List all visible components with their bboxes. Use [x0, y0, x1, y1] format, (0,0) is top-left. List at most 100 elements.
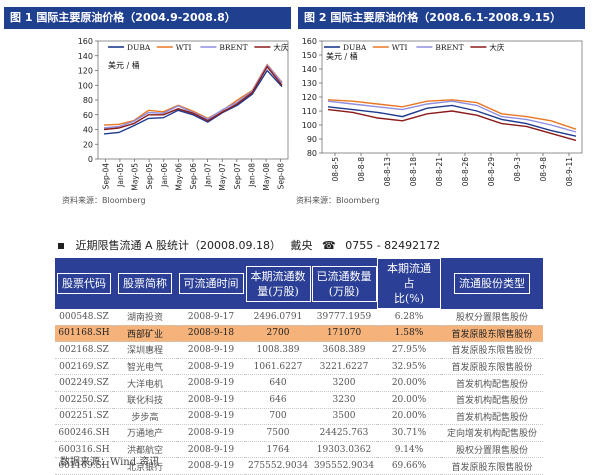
table-cell: 646	[245, 391, 311, 409]
table-cell: 171070	[311, 325, 377, 343]
table-cell: 9.14%	[377, 441, 441, 459]
y-tick-label: 20	[83, 140, 93, 149]
table-cell: 股权分置限售股份	[441, 441, 543, 459]
table-cell: 1008.389	[245, 341, 311, 359]
column-header-label: 股票代码	[57, 273, 111, 294]
column-header-label: 本期流通占 比(%)	[377, 258, 441, 309]
column-header: 股票代码	[55, 258, 113, 309]
table-cell: 智光电气	[113, 358, 177, 376]
column-header: 股票简称	[113, 258, 177, 309]
column-header-label: 已流通数量 (万股)	[311, 265, 377, 302]
restricted-shares-table: 股票代码 股票简称 可流通时间 本期流通数 量(万股) 已流通数量 (万股) 本期流通占 比(%…	[55, 258, 543, 475]
table-cell: 600246.SH	[55, 424, 113, 442]
table-cell: 20.00%	[377, 374, 441, 392]
table-cell: 2496.0791	[245, 309, 311, 326]
table-cell: 69.66%	[377, 457, 441, 475]
y-tick-label: 150	[302, 51, 317, 60]
x-tick-label: Jan-08	[247, 163, 256, 188]
y-tick-label: 90	[307, 135, 317, 144]
unit-label: 美元 / 桶	[326, 51, 358, 61]
table-cell: 1.58%	[377, 325, 441, 343]
table-cell: 002169.SZ	[55, 358, 113, 376]
table-cell: 首发机构配售股份	[441, 391, 543, 409]
legend-label: DUBA	[343, 43, 367, 52]
table-cell: 北京银行	[113, 457, 177, 475]
header-row: 股票代码 股票简称 可流通时间 本期流通数 量(万股) 已流通数量 (万股) 本期流通占 比(%…	[55, 258, 543, 309]
x-tick-label: Sep-07	[233, 163, 242, 190]
phone-number: 0755 - 82492172	[345, 239, 441, 252]
table-cell: 2008-9-19	[177, 457, 245, 475]
table-cell: 步步高	[113, 408, 177, 426]
y-tick-label: 160	[78, 37, 93, 46]
x-tick-label: May-05	[131, 163, 140, 191]
legend-label: WTI	[176, 43, 192, 52]
series-line-大庆	[327, 108, 577, 142]
y-tick-label: 140	[302, 65, 317, 74]
table-cell: 首发原股东限售股份	[441, 325, 543, 343]
x-tick-label: May-06	[174, 163, 183, 191]
analyst-name: 戴央	[290, 239, 313, 252]
legend-label: 大庆	[489, 42, 504, 52]
table-cell: 002249.SZ	[55, 374, 113, 392]
table-cell: 首发原股东限售股份	[441, 341, 543, 359]
y-tick-label: 0	[88, 155, 93, 164]
table-cell: 002251.SZ	[55, 408, 113, 426]
x-tick-label: Jan-06	[160, 163, 169, 188]
series-line-BRENT	[103, 64, 283, 129]
table-row: 002169.SZ 智光电气 2008-9-19 1061.6227 3221.6227…	[55, 358, 543, 376]
legend-label: WTI	[392, 43, 408, 52]
table-cell: 首发原股东限售股份	[441, 457, 543, 475]
table-cell: 大洋电机	[113, 374, 177, 392]
column-header: 已流通数量 (万股)	[311, 258, 377, 309]
legend-label: BRENT	[435, 43, 463, 52]
y-tick-label: 120	[302, 93, 317, 102]
table-cell: 万通地产	[113, 424, 177, 442]
table-row: 000548.SZ 湖南投资 2008-9-17 2496.0791 39777.195…	[55, 309, 543, 326]
legend-label: BRENT	[219, 43, 247, 52]
legend-label: 大庆	[273, 42, 288, 52]
table-header: 股票代码 股票简称 可流通时间 本期流通数 量(万股) 已流通数量 (万股) 本期流通占 比(%…	[55, 258, 543, 309]
table-row: 600316.SH 洪都航空 2008-9-19 1764 19303.0362 9.14…	[55, 441, 543, 459]
series-line-WTI	[327, 99, 577, 130]
data-source-footer: 数据来源：Wind 资讯	[60, 457, 160, 468]
table-row: 002168.SZ 深圳惠程 2008-9-19 1008.389 3608.389 27…	[55, 341, 543, 359]
table-cell: 湖南投资	[113, 309, 177, 326]
column-header: 本期流通占 比(%)	[377, 258, 441, 309]
y-tick-label: 100	[302, 121, 317, 130]
table-cell: 20.00%	[377, 408, 441, 426]
table-cell: 股权分置限售股份	[441, 309, 543, 326]
table-row: 600246.SH 万通地产 2008-9-19 7500 24425.763 30.71…	[55, 424, 543, 442]
table-cell: 3221.6227	[311, 358, 377, 376]
table-cell: 19303.0362	[311, 441, 377, 459]
table-cell: 2700	[245, 325, 311, 343]
table-cell: 首发机构配售股份	[441, 408, 543, 426]
table-cell: 3200	[311, 374, 377, 392]
table-cell: 3230	[311, 391, 377, 409]
table-cell: 30.71%	[377, 424, 441, 442]
column-header-label: 本期流通数 量(万股)	[245, 265, 311, 302]
bullet-square-icon	[58, 243, 64, 249]
plot-area	[321, 40, 583, 154]
table-cell: 洪都航空	[113, 441, 177, 459]
table-cell: 3500	[311, 408, 377, 426]
table-cell: 2008-9-17	[177, 309, 245, 326]
table-cell: 700	[245, 408, 311, 426]
table-cell: 2008-9-19	[177, 424, 245, 442]
chart-panel-2: 图 2 国际主要原油价格（2008.6.1-2008.9.15） 80 90 100…	[298, 7, 585, 207]
column-header: 本期流通数 量(万股)	[245, 258, 311, 309]
table-cell: 640	[245, 374, 311, 392]
column-header: 可流通时间	[177, 258, 245, 309]
table-cell: 600316.SH	[55, 441, 113, 459]
phone-icon: ☎	[322, 239, 336, 252]
legend-label: DUBA	[127, 43, 151, 52]
chart-2-plot: 80 90 100 110 120 130 140 150 160 08-8-5 08-8-8 08-…	[302, 37, 583, 186]
column-header: 流通股份类型	[441, 258, 543, 309]
table-title-text: 近期限售流通 A 股统计（20008.09.18）	[75, 239, 282, 252]
x-tick-label: 08-8-26	[461, 157, 470, 186]
table-cell: 2008-9-19	[177, 374, 245, 392]
table-cell: 395552.9034	[311, 457, 377, 475]
y-tick-label: 140	[78, 52, 93, 61]
table-row: 002251.SZ 步步高 2008-9-19 700 3500 20.00% 首发机构配售…	[55, 408, 543, 426]
x-tick-label: Sep-05	[145, 163, 154, 190]
y-tick-label: 80	[83, 96, 93, 105]
